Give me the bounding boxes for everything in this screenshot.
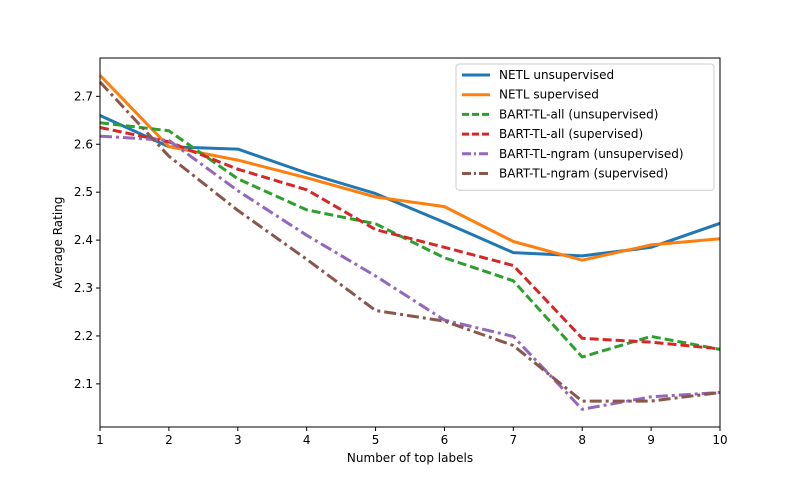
plot-frame [99, 57, 721, 428]
y-tick-label: 2.3 [74, 281, 93, 295]
x-tick-label: 9 [647, 433, 655, 447]
x-axis-label: Number of top labels [347, 451, 473, 465]
y-axis: 2.1 2.2 2.3 2.4 2.5 2.6 2.7 [74, 89, 100, 391]
y-tick-label: 2.4 [74, 233, 93, 247]
y-tick-label: 2.7 [74, 89, 93, 103]
legend-box [455, 63, 715, 191]
legend-label-1: NETL unsupervised [499, 68, 614, 82]
series-line-6 [98, 80, 721, 403]
x-tick-label: 6 [441, 433, 449, 447]
x-tick-label: 1 [96, 433, 104, 447]
legend-label-2: NETL supervised [499, 88, 599, 102]
series-line-5 [99, 134, 721, 411]
x-tick-label: 2 [165, 433, 173, 447]
y-tick-label: 2.1 [74, 377, 93, 391]
legend-label-3: BART-TL-all (unsupervised) [499, 107, 658, 121]
x-tick-label: 5 [372, 433, 380, 447]
series-line-4 [99, 126, 721, 351]
legend-label-4: BART-TL-all (supervised) [499, 127, 643, 141]
x-tick-label: 3 [234, 433, 242, 447]
x-tick-label: 10 [712, 433, 727, 447]
legend: NETL unsupervised NETL supervised BART-TL-… [455, 63, 715, 191]
legend-label-6: BART-TL-ngram (supervised) [499, 167, 668, 181]
x-tick-label: 8 [578, 433, 586, 447]
x-tick-label: 4 [303, 433, 311, 447]
y-tick-label: 2.5 [74, 185, 93, 199]
legend-label-5: BART-TL-ngram (unsupervised) [499, 147, 684, 161]
x-axis: 1 2 3 4 5 6 7 8 9 10 [96, 427, 728, 447]
x-tick-label: 7 [510, 433, 518, 447]
series-layer [98, 74, 721, 411]
y-tick-label: 2.6 [74, 137, 93, 151]
y-axis-label: Average Rating [51, 197, 65, 289]
y-tick-label: 2.2 [74, 329, 93, 343]
